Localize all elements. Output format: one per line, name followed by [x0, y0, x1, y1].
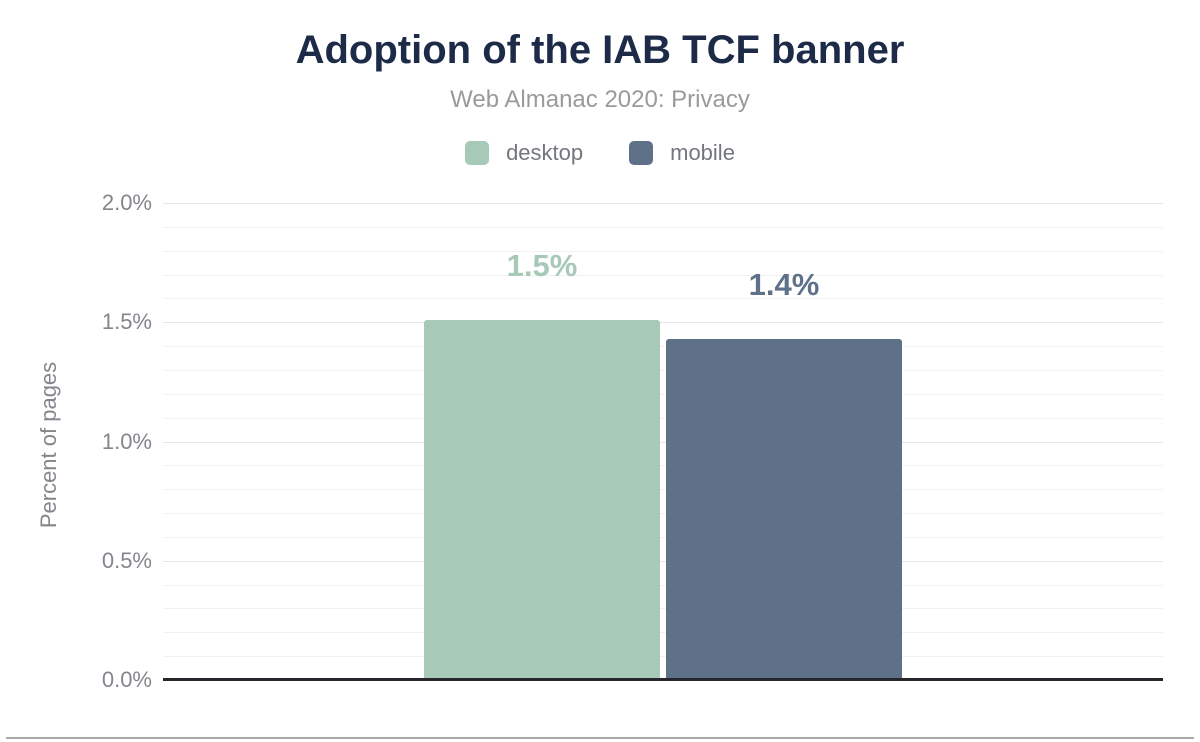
legend-item-mobile[interactable]: mobile: [629, 140, 735, 166]
minor-gridline: [163, 226, 1163, 228]
major-gridline: [163, 203, 1163, 204]
legend-label-mobile: mobile: [670, 140, 735, 165]
bar-desktop[interactable]: [424, 319, 660, 680]
major-gridline: [163, 322, 1163, 324]
bar-mobile[interactable]: [666, 338, 902, 680]
minor-gridline: [163, 417, 1163, 419]
minor-gridline: [163, 513, 1163, 515]
minor-gridline: [163, 465, 1163, 467]
major-gridline: [163, 560, 1163, 562]
minor-gridline: [163, 608, 1163, 610]
minor-gridline: [163, 369, 1163, 371]
minor-gridline: [163, 298, 1163, 300]
minor-gridline: [163, 489, 1163, 491]
y-tick-label: 0.0%: [101, 667, 152, 692]
minor-gridline: [163, 656, 1163, 658]
figure-bottom-border: [6, 737, 1194, 739]
major-gridline: [163, 441, 1163, 443]
y-tick-label: 1.0%: [101, 428, 152, 454]
legend: desktop mobile: [0, 140, 1200, 166]
minor-gridline: [163, 632, 1163, 634]
minor-gridline: [163, 584, 1163, 586]
legend-item-desktop[interactable]: desktop: [465, 140, 583, 166]
y-tick-label: 2.0%: [101, 190, 152, 215]
plot-area: 1.5% 1.4%: [163, 203, 1163, 681]
minor-gridline: [163, 393, 1163, 395]
value-label-desktop: 1.5%: [506, 247, 578, 283]
chart-subtitle: Web Almanac 2020: Privacy: [450, 86, 750, 113]
minor-gridline: [163, 274, 1163, 276]
value-label-mobile: 1.4%: [748, 266, 820, 302]
minor-gridline: [163, 346, 1163, 348]
minor-gridline: [163, 250, 1163, 252]
y-tick-label: 0.5%: [101, 547, 152, 573]
chart-title: Adoption of the IAB TCF banner: [295, 28, 905, 72]
mobile-swatch-icon: [629, 141, 654, 165]
y-axis-title: Percent of pages: [36, 361, 61, 529]
x-axis-baseline: [163, 678, 1163, 681]
desktop-swatch-icon: [465, 141, 490, 165]
legend-label-desktop: desktop: [506, 140, 584, 165]
y-tick-label: 1.5%: [101, 309, 152, 335]
minor-gridline: [163, 536, 1163, 538]
